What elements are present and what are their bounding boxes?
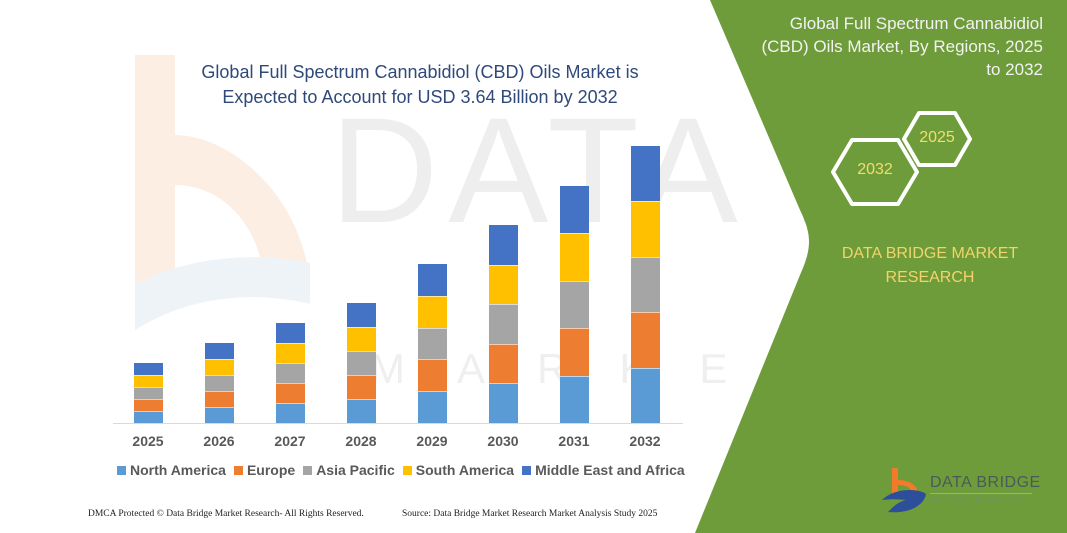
logo-subtitle: MARKET RESEARCH <box>931 497 1030 502</box>
x-axis-label: 2029 <box>416 433 448 449</box>
bar-segment-middle-east-and-africa <box>488 225 518 265</box>
x-axis-label: 2031 <box>558 433 590 449</box>
legend-item: North America <box>117 462 226 478</box>
legend-label: North America <box>130 462 226 478</box>
bar-segment-middle-east-and-africa <box>204 343 234 360</box>
bar-segment-north-america <box>346 399 376 423</box>
bar-2026 <box>204 343 234 423</box>
brand-line-1: DATA BRIDGE MARKET <box>841 245 1019 262</box>
bar-segment-europe <box>488 343 518 384</box>
bar-segment-asia-pacific <box>417 327 447 360</box>
bar-segment-europe <box>630 312 660 368</box>
bar-segment-asia-pacific <box>630 256 660 313</box>
bar-segment-asia-pacific <box>559 280 589 329</box>
bar-2031 <box>559 185 589 423</box>
bar-segment-north-america <box>488 383 518 423</box>
bar-segment-north-america <box>630 367 660 423</box>
legend-item: South America <box>402 462 515 478</box>
legend-swatch-icon <box>522 465 532 475</box>
bar-segment-europe <box>133 398 163 411</box>
bar-segment-south-america <box>346 327 376 352</box>
bar-2030 <box>488 225 518 423</box>
bar-segment-north-america <box>275 402 305 423</box>
bar-segment-north-america <box>417 391 447 423</box>
bar-segment-middle-east-and-africa <box>559 185 589 234</box>
hex-end-year-label: 2032 <box>857 161 893 178</box>
bar-segment-europe <box>275 382 305 403</box>
legend-label: Middle East and Africa <box>535 462 685 478</box>
brand-line-2: RESEARCH <box>885 269 975 286</box>
source-footer: Source: Data Bridge Market Research Mark… <box>402 509 658 519</box>
legend-label: South America <box>415 462 515 478</box>
bar-segment-europe <box>417 359 447 392</box>
bar-segment-middle-east-and-africa <box>630 146 660 202</box>
bar-segment-asia-pacific <box>488 304 518 344</box>
legend-swatch-icon <box>233 465 243 475</box>
legend-item: Asia Pacific <box>303 462 395 478</box>
bar-segment-south-america <box>417 295 447 328</box>
bar-segment-south-america <box>559 233 589 281</box>
bar-segment-middle-east-and-africa <box>346 303 376 328</box>
legend: North America Europe Asia Pacific South Ame… <box>117 462 685 478</box>
bar-segment-europe <box>346 375 376 400</box>
x-axis-label: 2030 <box>487 433 519 449</box>
bar-segment-middle-east-and-africa <box>275 322 305 343</box>
x-axis-label: 2032 <box>629 433 661 449</box>
bar-2028 <box>346 303 376 423</box>
bar-2032 <box>630 146 660 423</box>
x-axis-label: 2028 <box>345 433 377 449</box>
bar-2029 <box>417 264 447 423</box>
legend-item: Middle East and Africa <box>522 462 685 478</box>
bar-segment-north-america <box>559 375 589 423</box>
legend-swatch-icon <box>117 465 126 475</box>
bar-segment-south-america <box>133 374 163 387</box>
bar-segment-asia-pacific <box>204 375 234 392</box>
hexagon-end-year-icon <box>831 138 919 206</box>
bar-segment-south-america <box>488 264 518 305</box>
logo-name: DATA BRIDGE <box>930 474 1041 491</box>
bar-segment-middle-east-and-africa <box>133 362 163 375</box>
hex-start-year-label: 2025 <box>919 129 955 146</box>
data-bridge-logo-icon <box>882 468 926 513</box>
bar-segment-south-america <box>630 201 660 257</box>
bar-segment-south-america <box>204 359 234 376</box>
x-axis-label: 2025 <box>132 433 164 449</box>
bar-segment-north-america <box>204 407 234 423</box>
chart-title: Global Full Spectrum Cannabidiol (CBD) O… <box>201 62 639 107</box>
bar-segment-north-america <box>133 410 163 423</box>
legend-swatch-icon <box>402 465 412 475</box>
bar-segment-middle-east-and-africa <box>417 264 447 296</box>
bar-segment-asia-pacific <box>133 386 163 399</box>
hexagon-start-year-icon <box>902 111 972 167</box>
bar-2025 <box>133 362 163 423</box>
bar-segment-south-america <box>275 342 305 363</box>
legend-label: Europe <box>246 462 296 478</box>
bar-2027 <box>275 322 305 423</box>
legend-label: Asia Pacific <box>316 462 395 478</box>
brand-text: DATA BRIDGE MARKET RESEARCH <box>820 242 1040 290</box>
x-axis-line <box>113 423 683 424</box>
bar-segment-europe <box>559 328 589 376</box>
bar-segment-asia-pacific <box>275 362 305 383</box>
bar-segment-asia-pacific <box>346 351 376 376</box>
legend-swatch-icon <box>303 465 313 475</box>
x-axis-label: 2026 <box>203 433 235 449</box>
x-axis-label: 2027 <box>274 433 306 449</box>
copyright-footer: DMCA Protected © Data Bridge Market Rese… <box>88 509 364 519</box>
legend-item: Europe <box>233 462 296 478</box>
logo-rule <box>930 493 1032 494</box>
side-panel-title: Global Full Spectrum Cannabidiol (CBD) O… <box>761 14 1043 79</box>
bar-segment-europe <box>204 391 234 408</box>
